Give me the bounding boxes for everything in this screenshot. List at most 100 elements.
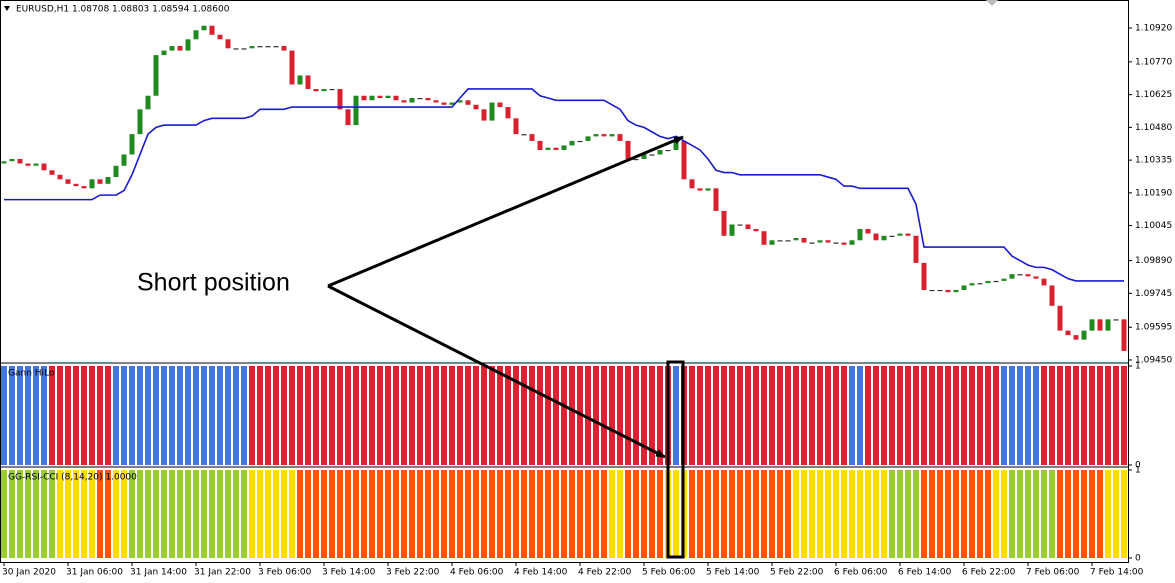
candle <box>521 134 527 136</box>
candle <box>961 285 967 290</box>
indicator-bar <box>25 366 31 465</box>
indicator-bar <box>217 470 223 558</box>
candle <box>625 140 631 159</box>
candle <box>457 100 463 103</box>
x-tick-label: 4 Feb 22:00 <box>578 568 632 578</box>
indicator-bar <box>609 470 615 558</box>
indicator-bar <box>785 366 791 465</box>
candle <box>425 98 431 101</box>
indicator-bar <box>1001 366 1007 465</box>
indicator-bar <box>689 470 695 558</box>
candle <box>281 46 287 51</box>
candle <box>1033 276 1039 279</box>
candle <box>241 48 247 50</box>
indicator-bar <box>409 366 415 465</box>
panel-title: GG-RSI-CCI (8,14,20) 1.0000 <box>8 473 137 483</box>
indicator-bar <box>241 366 247 465</box>
indicator-bar <box>873 470 879 558</box>
indicator-bar <box>1001 470 1007 558</box>
indicator-bar <box>1097 470 1103 558</box>
x-tick-label: 3 Feb 22:00 <box>386 568 440 578</box>
indicator-bar <box>417 366 423 465</box>
indicator-bar <box>105 366 111 465</box>
candle <box>1049 285 1055 306</box>
indicator-bar <box>465 470 471 558</box>
candle <box>65 179 71 184</box>
indicator-bar <box>1081 470 1087 558</box>
candle <box>9 158 15 162</box>
candle <box>1121 319 1127 351</box>
indicator-bar <box>913 366 919 465</box>
candle <box>993 280 999 283</box>
indicator-bar <box>337 470 343 558</box>
indicator-bar <box>601 470 607 558</box>
indicator-bar <box>625 470 631 558</box>
indicator-bar <box>377 366 383 465</box>
candle <box>969 283 975 286</box>
indicator-bar <box>633 470 639 558</box>
indicator-bar <box>273 470 279 558</box>
indicator-bar <box>113 470 119 558</box>
candle <box>225 39 231 49</box>
indicator-bar <box>193 366 199 465</box>
indicator-bar <box>801 366 807 465</box>
indicator-bar <box>657 470 663 558</box>
x-tick-label: 6 Feb 22:00 <box>962 568 1016 578</box>
candle <box>289 50 295 85</box>
indicator-bar <box>1057 366 1063 465</box>
indicator-bar <box>249 366 255 465</box>
candle <box>465 100 471 105</box>
indicator-bar <box>9 470 15 558</box>
indicator-bar <box>265 366 271 465</box>
y-tick-label: 1.10920 <box>1135 24 1172 34</box>
candle <box>889 235 895 237</box>
x-tick-label: 7 Feb 06:00 <box>1026 568 1080 578</box>
indicator-bar <box>705 470 711 558</box>
indicator-bar <box>593 470 599 558</box>
candle <box>849 240 855 245</box>
indicator-bar <box>497 366 503 465</box>
indicator-bar <box>649 366 655 465</box>
y-tick-label: 0 <box>1135 461 1141 471</box>
candle <box>785 240 791 242</box>
candle <box>665 149 671 152</box>
indicator-bar <box>193 470 199 558</box>
indicator-bar <box>185 470 191 558</box>
indicator-bar <box>329 470 335 558</box>
candle <box>233 48 239 50</box>
indicator-bar <box>809 366 815 465</box>
indicator-bar <box>1113 366 1119 465</box>
indicator-bar <box>1097 366 1103 465</box>
candle <box>913 235 919 263</box>
indicator-bar <box>473 366 479 465</box>
indicator-bar <box>841 470 847 558</box>
x-tick-label: 7 Feb 14:00 <box>1090 568 1144 578</box>
indicator-bar <box>1049 470 1055 558</box>
indicator-bar <box>1 470 7 558</box>
candle <box>657 149 663 155</box>
candle <box>97 179 103 184</box>
indicator-bar <box>977 470 983 558</box>
indicator-bar <box>961 470 967 558</box>
indicator-bar <box>1041 470 1047 558</box>
indicator-bar <box>169 470 175 558</box>
candle <box>1017 274 1023 276</box>
indicator-bar <box>1009 470 1015 558</box>
indicator-bar <box>873 366 879 465</box>
indicator-bar <box>137 366 143 465</box>
indicator-bar <box>849 470 855 558</box>
indicator-bar <box>281 470 287 558</box>
indicator-bar <box>601 366 607 465</box>
indicator-bar <box>369 470 375 558</box>
indicator-bar <box>617 470 623 558</box>
indicator-bar <box>825 366 831 465</box>
indicator-bar <box>465 366 471 465</box>
hilo-line <box>4 88 1124 282</box>
indicator-bar <box>689 366 695 465</box>
candle <box>945 289 951 293</box>
indicator-bar <box>793 470 799 558</box>
indicator-bar <box>865 366 871 465</box>
candle <box>921 262 927 290</box>
indicator-bar <box>297 470 303 558</box>
